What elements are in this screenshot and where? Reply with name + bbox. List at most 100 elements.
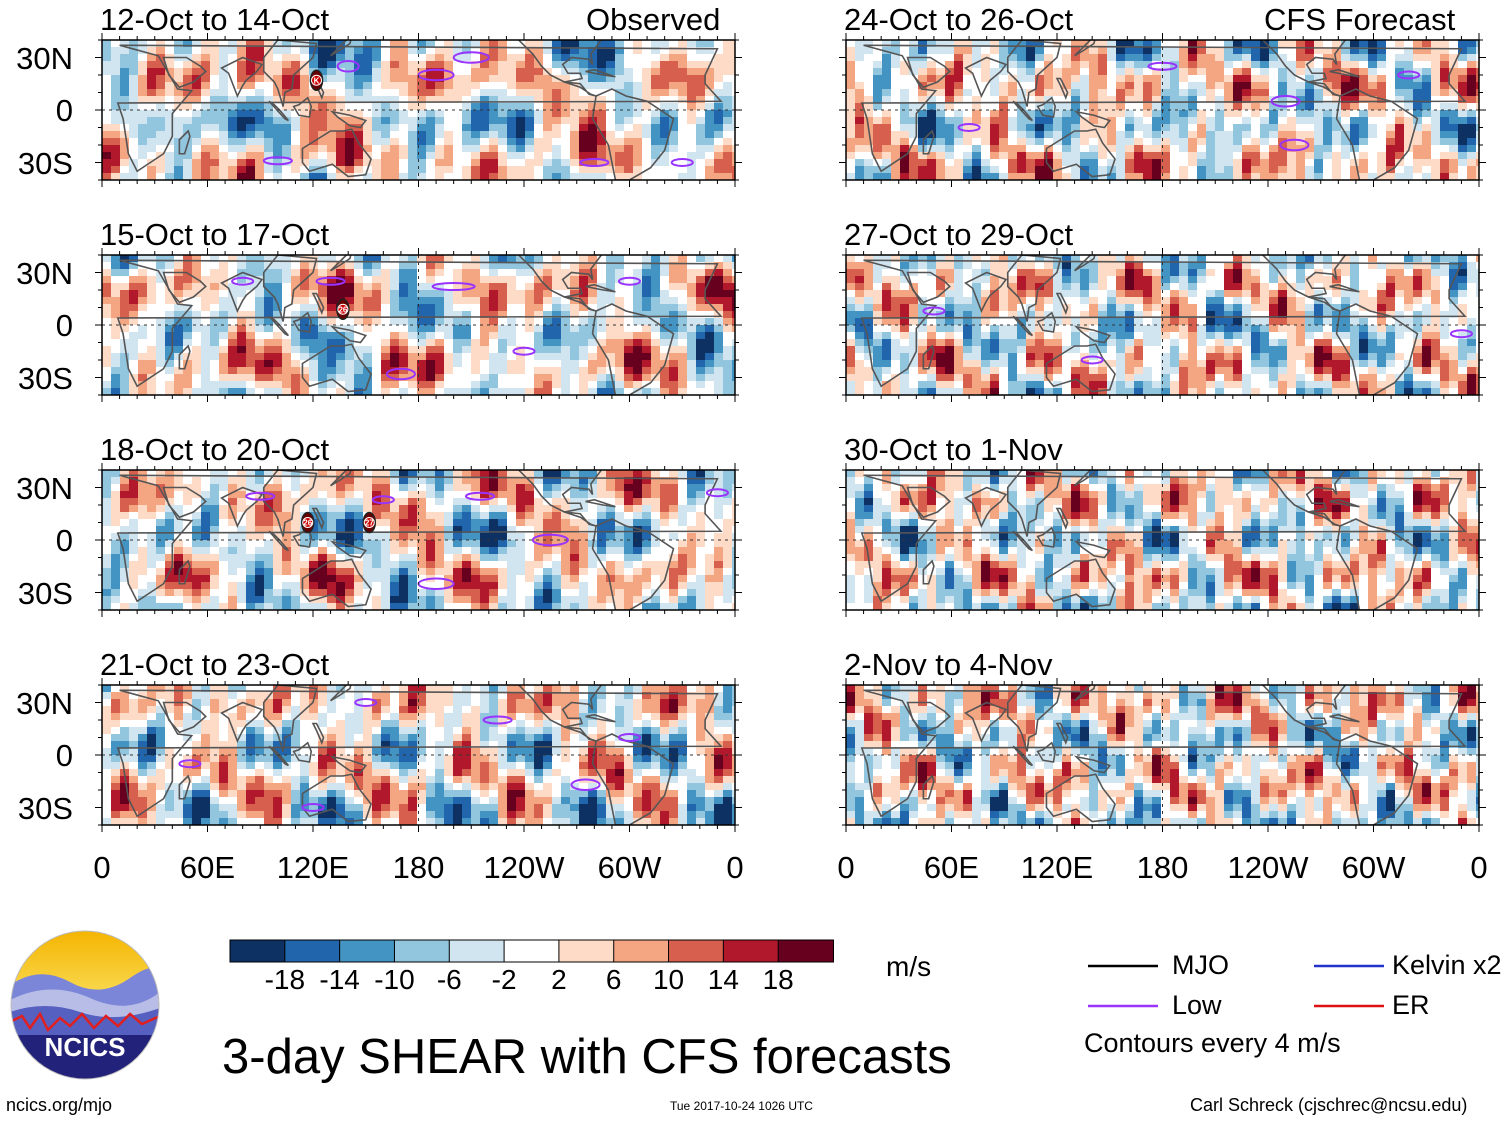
coastline — [517, 685, 603, 728]
x-tick-label: 60W — [597, 850, 662, 885]
y-tick-label: 30S — [17, 575, 73, 611]
panel-title: 27-Oct to 29-Oct — [844, 217, 1074, 252]
coastline — [1261, 470, 1347, 513]
coastline — [964, 271, 1008, 313]
column-header-forecast: CFS Forecast — [1264, 2, 1456, 37]
y-tick-label: 30N — [16, 255, 73, 291]
coastline — [922, 774, 935, 800]
panel-0: K — [95, 33, 742, 187]
coastline — [1012, 530, 1033, 552]
x-tick-label: 60W — [1341, 850, 1406, 885]
coastline — [329, 755, 368, 774]
coastline — [178, 129, 191, 155]
coastline — [517, 40, 603, 83]
low-contour — [670, 158, 694, 167]
coastline — [1073, 540, 1112, 559]
panel-title: 18-Oct to 20-Oct — [100, 432, 330, 467]
coastline — [1329, 283, 1360, 293]
coastline — [301, 128, 372, 178]
contour-note: Contours every 4 m/s — [1084, 1028, 1341, 1058]
coastline — [330, 255, 352, 272]
coastline — [116, 689, 723, 818]
low-contour — [354, 698, 378, 707]
coastline — [1055, 507, 1069, 530]
coastline — [329, 110, 368, 129]
y-tick-label: 0 — [55, 738, 73, 773]
coastline — [591, 518, 675, 610]
coastline — [1036, 741, 1057, 763]
y-tick-label: 30S — [17, 790, 73, 826]
coastline — [1006, 255, 1062, 322]
y-tick-label: 30S — [17, 360, 73, 396]
storm-label: 26 — [338, 305, 347, 314]
coastline — [517, 255, 603, 298]
coastline — [220, 701, 264, 743]
colorbar-tick: -18 — [264, 964, 306, 995]
coastline — [1006, 685, 1062, 752]
coastline — [860, 474, 1467, 603]
panel-4 — [839, 33, 1486, 187]
x-tick-label: 60E — [923, 850, 980, 885]
coastline — [162, 56, 207, 89]
coastline — [964, 56, 1008, 98]
coastline — [1329, 498, 1360, 508]
coastline — [292, 741, 313, 763]
low-contour — [1397, 70, 1421, 80]
coastline — [268, 745, 289, 767]
coastline — [1261, 255, 1347, 298]
coastline — [311, 507, 325, 530]
low-contour — [922, 306, 946, 316]
low-contour — [231, 276, 255, 286]
coastline — [1261, 685, 1347, 728]
low-contour — [336, 60, 360, 73]
coastline — [1329, 713, 1360, 723]
low-contour — [1449, 329, 1473, 339]
low-contour — [371, 495, 395, 505]
colorbar-swatch — [393, 939, 451, 963]
x-tick-label: 0 — [1470, 850, 1488, 885]
x-tick-label: 0 — [93, 850, 111, 885]
coastline — [262, 40, 318, 107]
storm-label: 26 — [303, 519, 312, 528]
coastline — [162, 486, 207, 519]
coastline — [1335, 303, 1419, 395]
coastline — [268, 315, 289, 337]
coastline — [906, 271, 951, 304]
timestamp: Tue 2017-10-24 1026 UTC — [670, 1099, 813, 1113]
low-contour — [301, 803, 325, 812]
coastline — [922, 344, 935, 370]
coastline — [964, 486, 1008, 528]
coastline — [922, 129, 935, 155]
y-tick-label: 30N — [16, 40, 73, 76]
coastline — [292, 311, 313, 333]
coastline — [116, 474, 723, 603]
coastline — [585, 68, 616, 78]
coastline — [1036, 96, 1057, 118]
coastline — [116, 44, 723, 173]
coastline — [1012, 100, 1033, 122]
coastline — [220, 271, 264, 313]
coastline — [1045, 128, 1116, 178]
coastline — [585, 498, 616, 508]
panel-title: 24-Oct to 26-Oct — [844, 2, 1074, 37]
coastline — [1012, 315, 1033, 337]
coastline — [1073, 325, 1112, 344]
x-tick-label: 120E — [276, 850, 350, 885]
low-contour — [178, 759, 202, 769]
panel-title: 30-Oct to 1-Nov — [844, 432, 1063, 467]
coastline — [1073, 110, 1112, 129]
coastline — [1045, 343, 1116, 393]
x-tick-label: 180 — [1136, 850, 1189, 885]
x-tick-label: 120E — [1020, 850, 1094, 885]
ncics-logo: NCICS — [10, 930, 160, 1080]
colorbar-tick: -6 — [436, 964, 462, 995]
coastline — [1045, 558, 1116, 608]
colorbar-tick: -10 — [374, 964, 415, 995]
low-contour — [482, 715, 513, 725]
low-contour — [1279, 138, 1310, 152]
coastline — [329, 540, 368, 559]
coastline — [1055, 722, 1069, 745]
coastline — [330, 40, 352, 57]
coastline — [1055, 77, 1069, 100]
panel-title: 12-Oct to 14-Oct — [100, 2, 330, 37]
